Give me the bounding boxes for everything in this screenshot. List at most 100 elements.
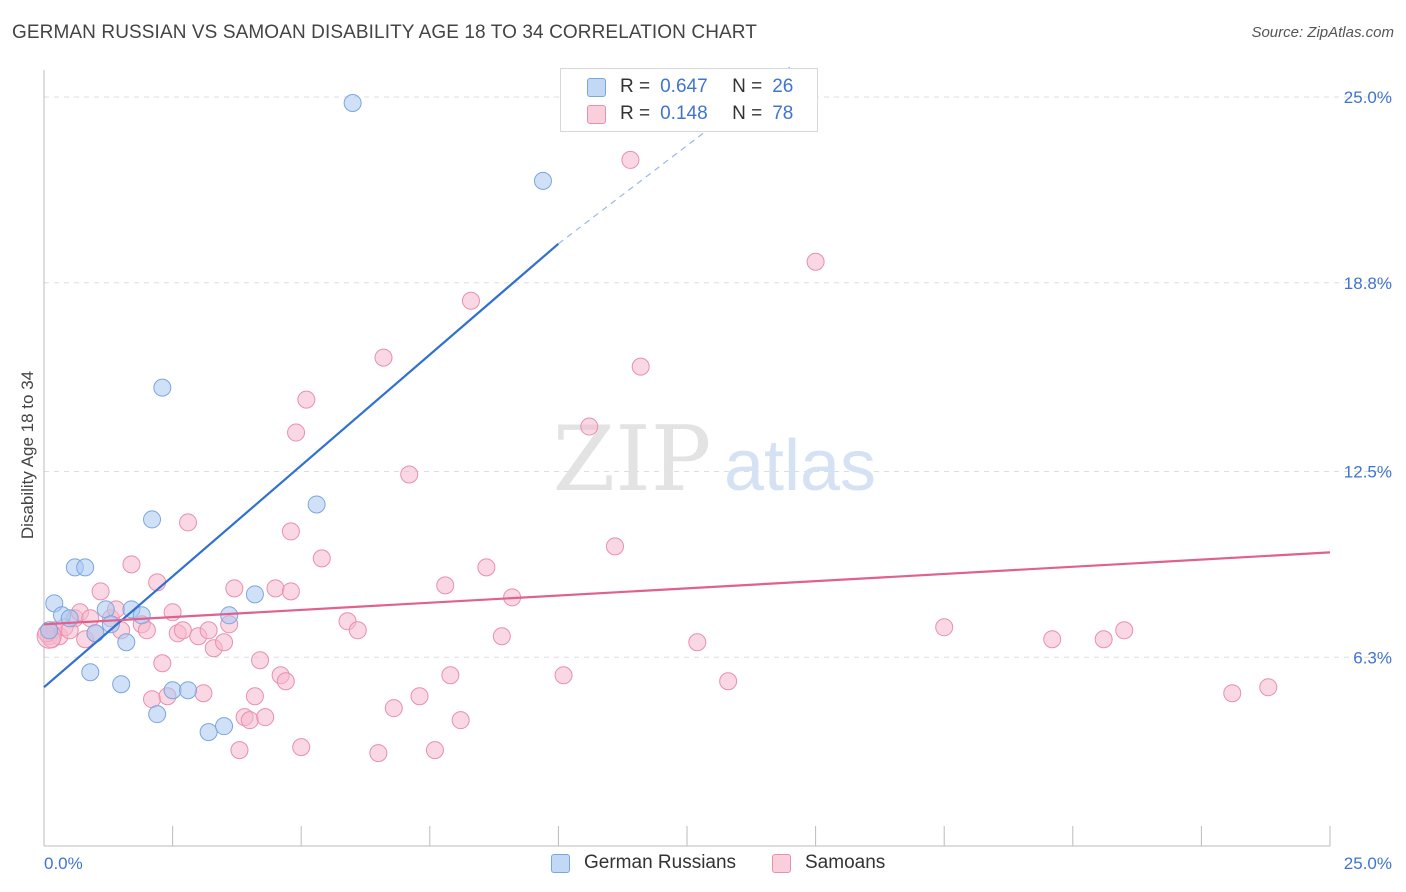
samoans-point <box>554 666 573 685</box>
legend-r-value: 0.148 <box>660 103 708 124</box>
samoans-point <box>312 549 331 568</box>
watermark-zip: ZIP <box>553 407 712 512</box>
german-russians-point <box>112 675 131 694</box>
bottom-legend-swatch-pink <box>772 853 791 873</box>
x-tick-label: 0.0% <box>44 854 83 873</box>
samoans-point <box>400 465 419 484</box>
samoans-point <box>143 690 162 709</box>
samoans-point <box>266 579 285 598</box>
y-tick-label: 25.0% <box>1344 88 1392 107</box>
samoans-point <box>287 423 306 442</box>
german-russians-point <box>96 600 115 619</box>
samoans-point <box>81 609 100 628</box>
grid-lines <box>44 96 1392 658</box>
chart-title: GERMAN RUSSIAN VS SAMOAN DISABILITY AGE … <box>12 22 757 43</box>
bottom-legend-german-russians: German Russians <box>551 852 736 874</box>
samoans-point <box>621 150 640 169</box>
samoans-point <box>384 699 403 718</box>
x-tick-label: 25.0% <box>1344 854 1392 873</box>
bottom-legend-swatch-blue <box>551 853 570 873</box>
samoans-point <box>215 633 234 652</box>
german-russians-point <box>40 621 59 640</box>
samoans-point <box>230 741 249 760</box>
samoans-point <box>935 618 954 637</box>
german-russians-point <box>179 681 198 700</box>
samoans-point <box>251 651 270 670</box>
legend-r-label: R = <box>620 76 651 97</box>
samoans-point <box>441 666 460 685</box>
samoans-point <box>256 708 275 727</box>
axes <box>43 70 1331 847</box>
samoans-point <box>276 672 295 691</box>
samoans-point <box>1043 630 1062 649</box>
samoans-point <box>1115 621 1134 640</box>
german-russians-point <box>86 624 105 643</box>
samoans-point <box>436 576 455 595</box>
samoans-point <box>292 738 311 757</box>
samoans-point <box>605 537 624 556</box>
y-tick-label: 12.5% <box>1344 463 1392 482</box>
samoans-point <box>122 555 141 574</box>
samoans-points <box>36 150 1278 763</box>
samoans-point <box>369 744 388 763</box>
german-russians-points <box>40 93 552 742</box>
german-russians-trend <box>43 242 560 689</box>
samoans-trend <box>43 551 1331 626</box>
samoans-point <box>410 687 429 706</box>
legend-row-samoans: R = 0.148 N = 78 <box>587 102 793 126</box>
samoans-point <box>225 579 244 598</box>
bottom-legend-label: German Russians <box>584 852 737 873</box>
samoans-point <box>1259 678 1278 697</box>
german-russians-point <box>76 558 95 577</box>
samoans-point <box>137 621 156 640</box>
samoans-point <box>281 582 300 601</box>
legend-n-label: N = <box>732 76 763 97</box>
samoans-point <box>153 654 172 673</box>
german-russians-point <box>81 663 100 682</box>
legend-r-label: R = <box>620 103 651 124</box>
german-russians-point <box>153 378 172 397</box>
legend-swatch-pink <box>587 104 606 124</box>
samoans-point <box>425 741 444 760</box>
y-tick-label: 18.8% <box>1344 274 1392 293</box>
bottom-legend-samoans: Samoans <box>772 852 885 874</box>
samoans-point <box>194 684 213 703</box>
legend: R = 0.647 N = 26 R = 0.148 N = 78 <box>560 68 818 132</box>
samoans-point <box>1094 630 1113 649</box>
samoans-point <box>688 633 707 652</box>
samoans-point <box>719 672 738 691</box>
samoans-point <box>1223 684 1242 703</box>
source-label: Source: ZipAtlas.com <box>1251 24 1394 41</box>
samoans-point <box>806 252 825 271</box>
legend-row-german-russians: R = 0.647 N = 26 <box>587 75 793 99</box>
watermark-atlas: atlas <box>724 426 876 506</box>
samoans-point <box>492 627 511 646</box>
samoans-point <box>348 621 367 640</box>
samoans-point <box>91 582 110 601</box>
samoans-point <box>245 687 264 706</box>
samoans-point <box>199 621 218 640</box>
samoans-point <box>179 513 198 532</box>
samoans-point <box>631 357 650 376</box>
german-russians-point <box>343 93 362 112</box>
y-axis-label: Disability Age 18 to 34 <box>18 371 37 539</box>
legend-n-value: 26 <box>772 76 794 97</box>
german-russians-point <box>533 171 552 190</box>
legend-n-label: N = <box>732 103 763 124</box>
german-russians-point <box>307 495 326 514</box>
samoans-point <box>374 348 393 367</box>
y-tick-label: 6.3% <box>1353 648 1392 667</box>
german-russians-point <box>148 705 167 724</box>
legend-n-value: 78 <box>772 103 794 124</box>
samoans-point <box>173 621 192 640</box>
legend-swatch-blue <box>587 77 606 97</box>
tick-labels: 6.3% 12.5% 18.8% 25.0% 0.0% 25.0% <box>44 88 1392 873</box>
bottom-legend-label: Samoans <box>805 852 886 873</box>
german-russians-point <box>163 681 182 700</box>
samoans-point <box>297 390 316 409</box>
german-russians-point <box>143 510 162 529</box>
samoans-point <box>580 417 599 436</box>
samoans-point <box>451 711 470 730</box>
german-russians-point <box>199 723 218 742</box>
